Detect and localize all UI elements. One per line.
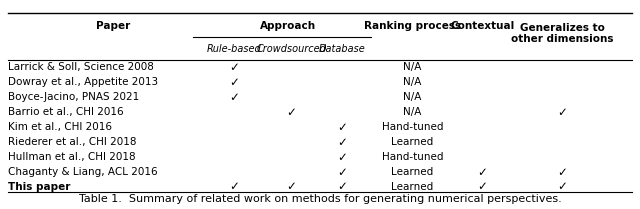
Text: Riederer et al., CHI 2018: Riederer et al., CHI 2018 (8, 137, 136, 147)
Text: ✓: ✓ (337, 151, 348, 164)
Text: Learned: Learned (391, 137, 433, 147)
Text: ✓: ✓ (337, 121, 348, 134)
Text: ✓: ✓ (229, 91, 239, 104)
Text: Generalizes to
other dimensions: Generalizes to other dimensions (511, 23, 613, 44)
Text: Chaganty & Liang, ACL 2016: Chaganty & Liang, ACL 2016 (8, 167, 157, 177)
Text: N/A: N/A (403, 92, 422, 102)
Text: Larrick & Soll, Science 2008: Larrick & Soll, Science 2008 (8, 62, 154, 72)
Text: ✓: ✓ (557, 181, 567, 194)
Text: ✓: ✓ (337, 166, 348, 178)
Text: Boyce-Jacino, PNAS 2021: Boyce-Jacino, PNAS 2021 (8, 92, 139, 102)
Text: Hullman et al., CHI 2018: Hullman et al., CHI 2018 (8, 152, 136, 162)
Text: Learned: Learned (391, 182, 433, 192)
Text: N/A: N/A (403, 62, 422, 72)
Text: Paper: Paper (96, 21, 130, 31)
Text: Rule-based: Rule-based (207, 44, 261, 54)
Text: Database: Database (319, 44, 365, 54)
Text: Kim et al., CHI 2016: Kim et al., CHI 2016 (8, 122, 112, 132)
Text: ✓: ✓ (557, 166, 567, 178)
Text: ✓: ✓ (229, 61, 239, 74)
Text: N/A: N/A (403, 107, 422, 117)
Text: ✓: ✓ (229, 181, 239, 194)
Text: ✓: ✓ (286, 181, 296, 194)
Text: ✓: ✓ (477, 181, 488, 194)
Text: Hand-tuned: Hand-tuned (381, 122, 443, 132)
Text: Learned: Learned (391, 167, 433, 177)
Text: This paper: This paper (8, 182, 70, 192)
Text: Ranking process: Ranking process (364, 21, 461, 31)
Text: Dowray et al., Appetite 2013: Dowray et al., Appetite 2013 (8, 77, 158, 87)
Text: Contextual: Contextual (451, 21, 515, 31)
Text: Table 1.  Summary of related work on methods for generating numerical perspectiv: Table 1. Summary of related work on meth… (79, 194, 561, 204)
Text: ✓: ✓ (229, 76, 239, 89)
Text: ✓: ✓ (337, 136, 348, 149)
Text: ✓: ✓ (477, 166, 488, 178)
Text: ✓: ✓ (557, 106, 567, 119)
Text: Hand-tuned: Hand-tuned (381, 152, 443, 162)
Text: N/A: N/A (403, 77, 422, 87)
Text: ✓: ✓ (337, 181, 348, 194)
Text: Approach: Approach (260, 21, 316, 31)
Text: Barrio et al., CHI 2016: Barrio et al., CHI 2016 (8, 107, 124, 117)
Text: Crowdsourced: Crowdsourced (257, 44, 326, 54)
Text: ✓: ✓ (286, 106, 296, 119)
